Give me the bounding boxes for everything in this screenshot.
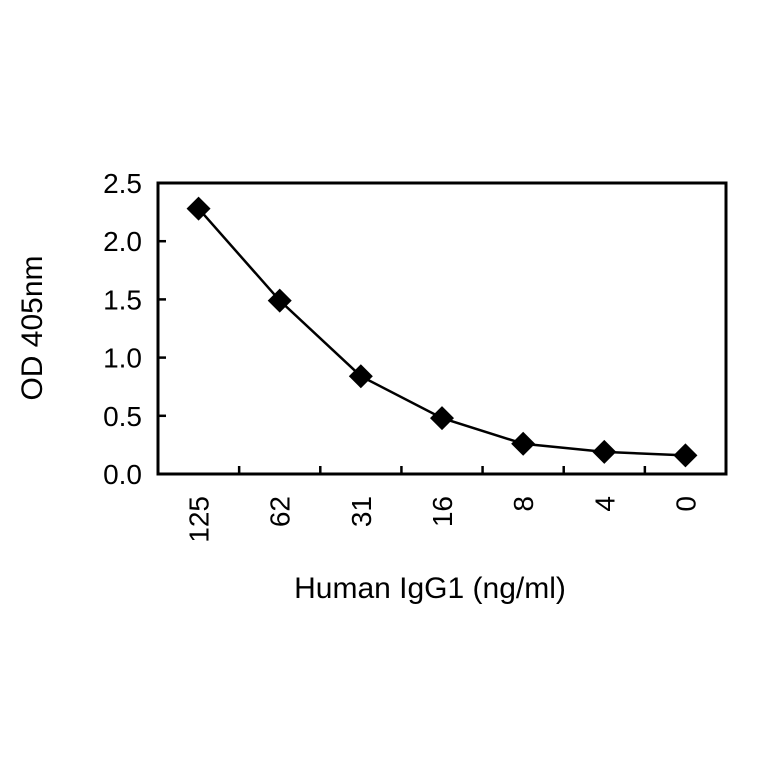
- x-tick-label: 62: [265, 496, 296, 527]
- x-tick-label: 31: [346, 496, 377, 527]
- x-tick-label: 16: [427, 496, 458, 527]
- data-point-125: [186, 196, 211, 221]
- y-tick-label: 2.5: [103, 168, 142, 199]
- plot-frame: [156, 181, 728, 476]
- x-tick-label: 125: [184, 496, 215, 543]
- y-axis-label: OD 405nm: [16, 255, 49, 400]
- data-point-4: [592, 439, 617, 464]
- data-point-31: [348, 364, 373, 389]
- data-point-8: [511, 431, 536, 456]
- y-tick-label: 1.5: [103, 284, 142, 315]
- x-tick-label: 8: [508, 496, 539, 512]
- x-tick-label: 0: [670, 496, 701, 512]
- y-tick-label: 0.5: [103, 401, 142, 432]
- data-point-62: [267, 288, 292, 313]
- data-point-0: [673, 443, 698, 468]
- y-tick-label: 0.0: [103, 459, 142, 490]
- x-tick-label: 4: [589, 496, 620, 512]
- y-tick-label: 2.0: [103, 226, 142, 257]
- y-tick-label: 1.0: [103, 343, 142, 374]
- x-axis-label: Human IgG1 (ng/ml): [294, 572, 566, 605]
- data-point-16: [430, 406, 454, 431]
